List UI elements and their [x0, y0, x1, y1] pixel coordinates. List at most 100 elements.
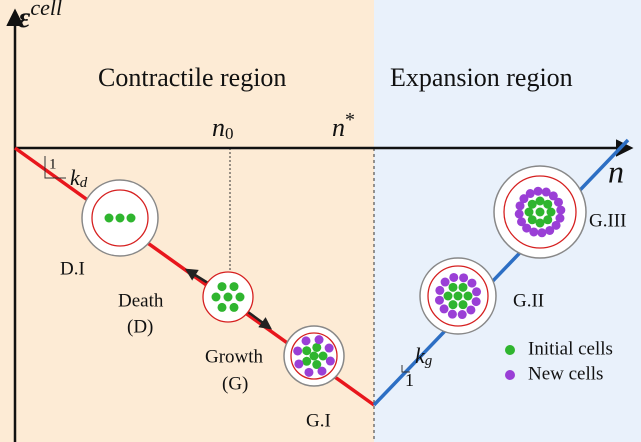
cell: [527, 215, 537, 225]
slope-d-one: 1: [49, 156, 57, 172]
label-giii: G.III: [589, 210, 626, 231]
colony-inner: [503, 175, 577, 249]
region-left: Contractile region: [98, 63, 286, 92]
label-death-abbr: (D): [127, 316, 153, 337]
cell: [301, 336, 311, 346]
cells: [81, 165, 587, 387]
cell: [537, 228, 547, 238]
cell: [312, 360, 322, 370]
cell: [459, 273, 469, 283]
slope-g: [401, 365, 410, 373]
cell: [546, 207, 556, 217]
y-label: εcell: [18, 0, 62, 34]
colony-inner: [290, 332, 338, 380]
cell: [472, 287, 482, 297]
growth-arrow: [247, 310, 273, 330]
legend-initial: Initial cells: [528, 338, 613, 359]
cell: [556, 205, 566, 215]
cell: [302, 356, 312, 366]
cell: [551, 220, 561, 230]
cell: [294, 359, 304, 369]
cell: [555, 213, 565, 223]
cell: [463, 291, 473, 301]
cell: [229, 282, 239, 292]
cell: [515, 201, 525, 211]
cell: [535, 218, 545, 228]
legend-new-dot: [505, 370, 515, 380]
cell: [217, 302, 227, 312]
cell: [304, 367, 314, 377]
legend-new: New cells: [528, 363, 603, 384]
cell: [525, 189, 535, 199]
cell: [466, 305, 476, 315]
cell: [312, 342, 322, 352]
slope-d-k: kd: [70, 165, 88, 191]
expansion-line: [372, 138, 630, 407]
label-di: D.I: [60, 258, 85, 279]
cell: [439, 304, 449, 314]
cell: [545, 225, 555, 235]
cell: [553, 197, 563, 207]
cell: [471, 297, 481, 307]
slope-g-k: kg: [415, 343, 433, 369]
cell: [529, 227, 539, 237]
label-gi: G.I: [306, 410, 331, 431]
cell: [302, 346, 312, 356]
cell: [535, 207, 545, 217]
cell: [458, 300, 468, 310]
cell: [517, 217, 527, 227]
death-arrow: [184, 268, 209, 285]
cell: [293, 346, 303, 356]
cell: [318, 351, 328, 361]
n0-label: n0: [212, 113, 234, 143]
cell: [447, 309, 457, 319]
colony-inner: [91, 189, 149, 247]
cell: [514, 209, 524, 219]
region-right: Expansion region: [390, 63, 573, 92]
cell: [314, 335, 324, 345]
cell: [453, 291, 463, 301]
cell: [324, 343, 334, 353]
x-label: n: [608, 153, 624, 189]
label-death: Death: [118, 290, 164, 311]
cell: [543, 199, 553, 209]
cell: [309, 351, 319, 361]
cell: [533, 186, 543, 196]
cell: [519, 194, 529, 204]
cell: [211, 292, 221, 302]
cell: [467, 278, 477, 288]
legend-initial-dot: [505, 345, 515, 355]
cell: [317, 366, 327, 376]
slope-g-one: 1: [405, 370, 414, 390]
cell: [448, 300, 458, 310]
cell: [115, 213, 125, 223]
label-gii: G.II: [513, 290, 544, 311]
cell: [440, 277, 450, 287]
cell: [541, 187, 551, 197]
cell: [543, 215, 553, 225]
cell: [126, 213, 136, 223]
cell: [548, 191, 558, 201]
colony-inner: [427, 265, 489, 327]
cell: [449, 272, 459, 282]
cell: [458, 282, 468, 292]
cell: [434, 295, 444, 305]
cell: [223, 292, 233, 302]
label-growth-abbr: (G): [222, 373, 248, 394]
cell: [457, 310, 467, 320]
cell: [524, 207, 534, 217]
label-growth: Growth: [205, 346, 264, 367]
cell: [535, 196, 545, 206]
nstar-label: n*: [332, 109, 355, 142]
cell: [435, 285, 445, 295]
cell: [325, 356, 335, 366]
cell: [104, 213, 114, 223]
cell: [448, 282, 458, 292]
cell: [443, 291, 453, 301]
cell: [235, 292, 245, 302]
cell: [527, 199, 537, 209]
cell: [229, 302, 239, 312]
slope-d: [44, 156, 66, 179]
cell: [522, 223, 532, 233]
